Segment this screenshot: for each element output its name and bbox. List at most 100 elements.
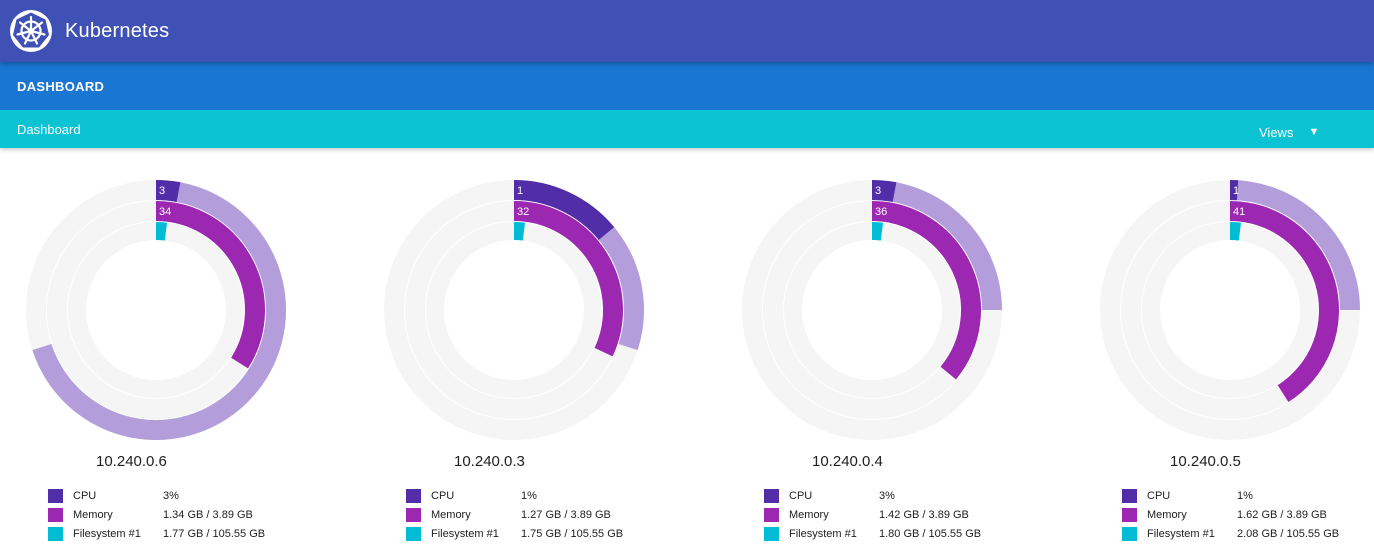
filesystem-swatch (406, 526, 421, 541)
memory-swatch (406, 507, 421, 522)
cpu-usage-arc (155, 180, 181, 202)
filesystem-usage-arc (513, 221, 526, 241)
app-title: Kubernetes (65, 19, 170, 42)
filesystem-usage-arc (871, 221, 884, 241)
node-charts: 3 34 10.240.0.6 CPU 3% Memory 1.34 GB / 3… (0, 148, 1374, 555)
cpu-ring-label: 3 (159, 185, 165, 197)
memory-swatch (1122, 507, 1137, 522)
legend-row-memory: Memory 1.62 GB / 3.89 GB (1122, 505, 1339, 524)
breadcrumb: Dashboard (17, 122, 81, 137)
legend-row-memory: Memory 1.42 GB / 3.89 GB (764, 505, 981, 524)
chart-legend: CPU 3% Memory 1.42 GB / 3.89 GB Filesyst… (764, 486, 981, 543)
legend-value-cpu: 1% (1237, 489, 1253, 502)
memory-usage-arc (513, 201, 623, 357)
memory-usage-arc (155, 201, 265, 369)
legend-row-filesystem: Filesystem #1 1.77 GB / 105.55 GB (48, 524, 265, 543)
legend-row-memory: Memory 1.34 GB / 3.89 GB (48, 505, 265, 524)
node-name[interactable]: 10.240.0.4 (812, 453, 883, 470)
legend-row-memory: Memory 1.27 GB / 3.89 GB (406, 505, 623, 524)
node-card: 3 36 10.240.0.4 CPU 3% Memory 1.42 GB / 3… (716, 148, 1074, 555)
legend-row-cpu: CPU 3% (48, 486, 265, 505)
legend-row-cpu: CPU 1% (406, 486, 623, 505)
legend-row-cpu: CPU 3% (764, 486, 981, 505)
filesystem-ring-track (426, 222, 602, 398)
legend-value-memory: 1.27 GB / 3.89 GB (521, 508, 611, 521)
cpu-swatch (406, 488, 421, 503)
chart-legend: CPU 3% Memory 1.34 GB / 3.89 GB Filesyst… (48, 486, 265, 543)
views-dropdown[interactable]: Views ▼ (1259, 118, 1319, 146)
legend-label-filesystem: Filesystem #1 (1147, 527, 1215, 540)
legend-row-cpu: CPU 1% (1122, 486, 1339, 505)
node-donut-chart: 1 32 (384, 180, 644, 440)
node-card: 1 32 10.240.0.3 CPU 1% Memory 1.27 GB / 3… (358, 148, 716, 555)
legend-label-memory: Memory (73, 508, 113, 521)
node-donut-chart: 1 41 (1100, 180, 1360, 440)
cpu-ring-label: 1 (517, 185, 523, 197)
chart-legend: CPU 1% Memory 1.62 GB / 3.89 GB Filesyst… (1122, 486, 1339, 543)
legend-value-cpu: 1% (521, 489, 537, 502)
filesystem-swatch (764, 526, 779, 541)
legend-label-cpu: CPU (1147, 489, 1171, 502)
cpu-limit-arc (32, 180, 286, 440)
cpu-ring-label: 3 (875, 185, 881, 197)
cpu-swatch (48, 488, 63, 503)
nav-bar: DASHBOARD (0, 62, 1374, 110)
node-name[interactable]: 10.240.0.5 (1170, 453, 1241, 470)
legend-value-filesystem: 1.77 GB / 105.55 GB (163, 527, 266, 540)
app-header: Kubernetes (0, 0, 1374, 62)
legend-row-filesystem: Filesystem #1 1.75 GB / 105.55 GB (406, 524, 623, 543)
legend-value-memory: 1.62 GB / 3.89 GB (1237, 508, 1327, 521)
filesystem-ring-track (784, 222, 960, 398)
legend-value-memory: 1.34 GB / 3.89 GB (163, 508, 253, 521)
chart-legend: CPU 1% Memory 1.27 GB / 3.89 GB Filesyst… (406, 486, 623, 543)
node-name[interactable]: 10.240.0.3 (454, 453, 525, 470)
filesystem-swatch (48, 526, 63, 541)
nav-item-dashboard[interactable]: DASHBOARD (17, 78, 105, 94)
memory-ring-label: 34 (159, 206, 171, 218)
legend-label-cpu: CPU (431, 489, 455, 502)
memory-ring-label: 36 (875, 206, 887, 218)
triangle-down-icon: ▼ (1308, 126, 1320, 138)
memory-ring-label: 41 (1233, 206, 1245, 218)
legend-row-filesystem: Filesystem #1 2.08 GB / 105.55 GB (1122, 524, 1339, 543)
legend-value-filesystem: 2.08 GB / 105.55 GB (1237, 527, 1340, 540)
legend-label-filesystem: Filesystem #1 (73, 527, 141, 540)
node-card: 3 34 10.240.0.6 CPU 3% Memory 1.34 GB / 3… (0, 148, 358, 555)
cpu-limit-arc (871, 180, 1002, 311)
legend-row-filesystem: Filesystem #1 1.80 GB / 105.55 GB (764, 524, 981, 543)
node-donut-chart: 3 36 (742, 180, 1002, 440)
legend-label-memory: Memory (1147, 508, 1187, 521)
memory-ring-label: 32 (517, 206, 529, 218)
memory-swatch (764, 507, 779, 522)
cpu-limit-arc (1229, 180, 1360, 311)
filesystem-ring-track (1142, 222, 1318, 398)
filesystem-usage-arc (1229, 221, 1242, 241)
legend-label-memory: Memory (431, 508, 471, 521)
legend-value-filesystem: 1.80 GB / 105.55 GB (879, 527, 982, 540)
legend-value-filesystem: 1.75 GB / 105.55 GB (521, 527, 624, 540)
kubernetes-wheel-icon[interactable] (9, 9, 53, 53)
node-donut-chart: 3 34 (26, 180, 286, 440)
cpu-usage-arc (513, 180, 615, 241)
legend-value-cpu: 3% (879, 489, 895, 502)
filesystem-swatch (1122, 526, 1137, 541)
legend-value-memory: 1.42 GB / 3.89 GB (879, 508, 969, 521)
legend-label-cpu: CPU (789, 489, 813, 502)
cpu-ring-label: 1 (1233, 185, 1239, 197)
sub-header: Dashboard Views ▼ (0, 110, 1374, 148)
legend-label-filesystem: Filesystem #1 (789, 527, 857, 540)
filesystem-usage-arc (155, 221, 168, 241)
cpu-swatch (1122, 488, 1137, 503)
node-name[interactable]: 10.240.0.6 (96, 453, 167, 470)
memory-swatch (48, 507, 63, 522)
memory-usage-arc (1229, 201, 1339, 403)
filesystem-ring-track (68, 222, 244, 398)
legend-value-cpu: 3% (163, 489, 179, 502)
node-card: 1 41 10.240.0.5 CPU 1% Memory 1.62 GB / 3… (1074, 148, 1374, 555)
memory-usage-arc (871, 201, 981, 380)
legend-label-cpu: CPU (73, 489, 97, 502)
legend-label-filesystem: Filesystem #1 (431, 527, 499, 540)
cpu-swatch (764, 488, 779, 503)
views-label: Views (1259, 124, 1294, 140)
cpu-usage-arc (871, 180, 897, 202)
